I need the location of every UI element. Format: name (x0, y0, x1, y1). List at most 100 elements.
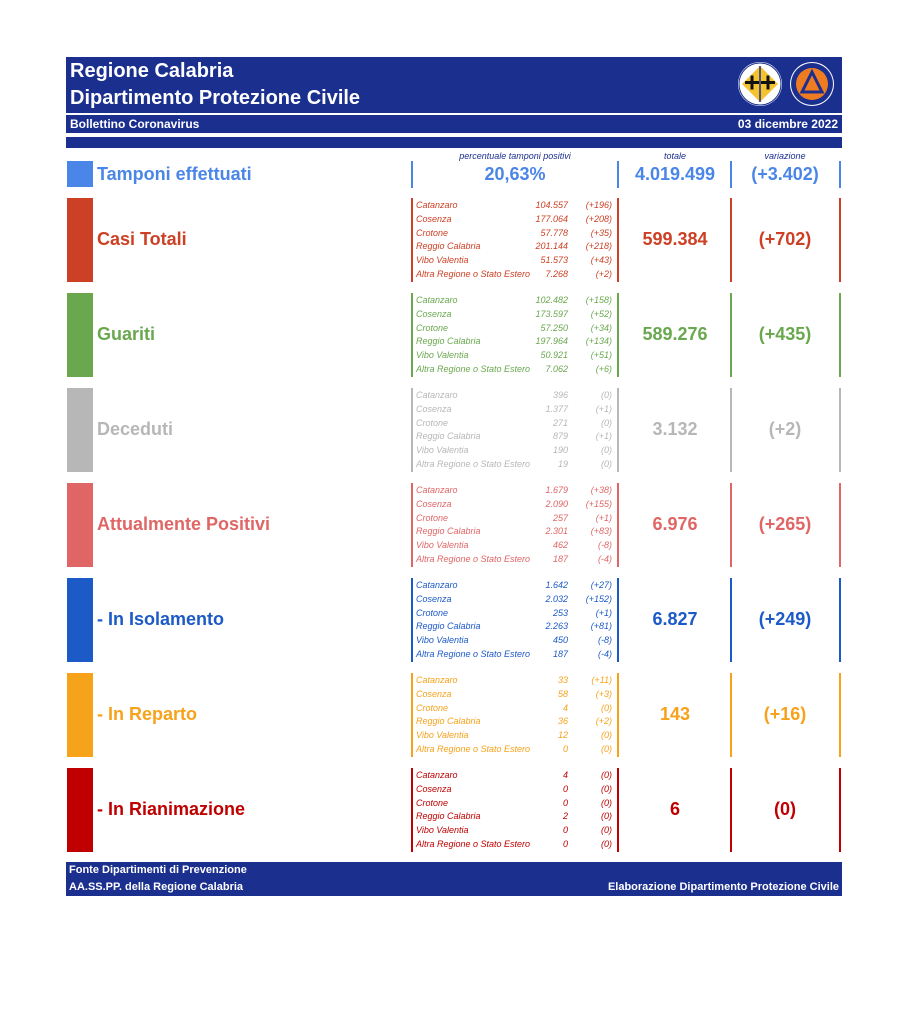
table-row: Reggio Calabria 2.301 (+83) (416, 525, 616, 539)
section-label: - In Rianimazione (97, 799, 246, 819)
section-color-marker (67, 768, 93, 852)
footer-source-line2: AA.SS.PP. della Regione Calabria (69, 881, 244, 893)
province-value: 36 (557, 716, 568, 727)
province-value: 1.679 (545, 485, 568, 495)
table-row: Catanzaro 1.679 (+38) (416, 484, 616, 498)
province-name: Catanzaro (416, 770, 458, 780)
footer-source-line1: Fonte Dipartimenti di Prevenzione (69, 864, 247, 876)
province-table: Catanzaro 102.482 (+158) Cosenza 173.597 (+52… (416, 294, 616, 377)
province-name: Vibo Valentia (416, 730, 469, 741)
table-row: Vibo Valentia 50.921 (+51) (416, 349, 616, 363)
divider-line (839, 768, 841, 852)
province-delta: (+2) (595, 268, 612, 279)
province-value: 0 (562, 825, 568, 836)
province-name: Altra Regione o Stato Estero (416, 268, 531, 279)
table-row: Reggio Calabria 2.263 (+81) (416, 620, 616, 634)
section-variation: (+435) (758, 324, 812, 344)
province-value: 2 (562, 811, 568, 822)
province-value: 173.597 (535, 308, 568, 319)
section-label: Deceduti (97, 419, 174, 439)
province-value: 201.144 (535, 241, 568, 252)
province-delta: (+155) (585, 498, 612, 509)
divider-line (411, 768, 413, 852)
province-value: 187 (552, 648, 568, 659)
divider-line (411, 198, 413, 282)
tamponi-total: 4.019.499 (634, 164, 716, 184)
province-delta: (+1) (595, 403, 612, 414)
table-row: Catanzaro 33 (+11) (416, 674, 616, 688)
divider-line (411, 673, 413, 757)
province-value: 190 (552, 445, 568, 456)
province-delta: (+81) (590, 621, 612, 632)
province-value: 257 (552, 512, 568, 523)
divider-line (839, 578, 841, 662)
divider-line (617, 293, 619, 377)
column-header-total: totale (663, 151, 687, 161)
province-delta: (-8) (598, 635, 612, 646)
province-delta: (0) (601, 838, 612, 849)
province-name: Reggio Calabria (416, 621, 481, 632)
table-row: Catanzaro 1.642 (+27) (416, 579, 616, 593)
section-label: Guariti (97, 324, 156, 344)
province-delta: (+27) (590, 580, 612, 590)
province-name: Reggio Calabria (416, 241, 481, 252)
divider-line (411, 483, 413, 567)
province-delta: (0) (601, 797, 612, 808)
table-row: Crotone 57.250 (+34) (416, 322, 616, 336)
table-row: Reggio Calabria 879 (+1) (416, 430, 616, 444)
province-name: Altra Regione o Stato Estero (416, 458, 531, 469)
table-row: Crotone 257 (+1) (416, 512, 616, 526)
province-name: Catanzaro (416, 580, 458, 590)
divider-line (839, 483, 841, 567)
tamponi-variation: (+3.402) (751, 164, 819, 184)
province-value: 879 (552, 431, 568, 442)
table-row: Cosenza 0 (0) (416, 783, 616, 797)
province-delta: (-4) (598, 648, 612, 659)
section-total: 6.827 (652, 609, 698, 629)
province-value: 2.090 (545, 498, 568, 509)
province-name: Cosenza (416, 688, 452, 699)
section-color-marker (67, 388, 93, 472)
province-value: 7.268 (545, 268, 568, 279)
table-row: Cosenza 2.090 (+155) (416, 498, 616, 512)
province-delta: (+51) (590, 350, 612, 361)
header-bottom-bar (66, 137, 842, 148)
column-header-percentage: percentuale tamponi positivi (459, 151, 571, 161)
province-value: 0 (562, 743, 568, 754)
table-row: Vibo Valentia 190 (0) (416, 444, 616, 458)
province-delta: (+1) (595, 431, 612, 442)
divider-line (730, 483, 732, 567)
header-divider (66, 113, 842, 115)
province-name: Reggio Calabria (416, 716, 481, 727)
table-row: Reggio Calabria 201.144 (+218) (416, 240, 616, 254)
divider-line (730, 161, 732, 188)
section-total: 3.132 (652, 419, 698, 439)
province-value: 0 (562, 783, 568, 794)
table-row: Vibo Valentia 51.573 (+43) (416, 254, 616, 268)
province-name: Crotone (416, 227, 449, 238)
province-value: 1.377 (545, 403, 568, 414)
province-delta: (+38) (590, 485, 612, 495)
province-name: Vibo Valentia (416, 445, 469, 456)
province-name: Crotone (416, 322, 449, 333)
table-row: Vibo Valentia 462 (-8) (416, 539, 616, 553)
table-row: Crotone 253 (+1) (416, 607, 616, 621)
section-label: - In Reparto (97, 704, 198, 724)
table-row: Altra Regione o Stato Estero 0 (0) (416, 743, 616, 757)
province-name: Altra Regione o Stato Estero (416, 838, 531, 849)
section-color-marker (67, 673, 93, 757)
province-name: Cosenza (416, 783, 452, 794)
section-variation: (0) (774, 799, 796, 819)
table-row: Crotone 57.778 (+35) (416, 227, 616, 241)
divider-line (411, 388, 413, 472)
table-row: Cosenza 177.064 (+208) (416, 213, 616, 227)
table-row: Altra Regione o Stato Estero 187 (-4) (416, 553, 616, 567)
section-color-marker (67, 578, 93, 662)
protezione-civile-logo-icon (790, 62, 834, 106)
province-delta: (0) (601, 458, 612, 469)
province-name: Vibo Valentia (416, 350, 469, 361)
province-delta: (+218) (585, 241, 612, 252)
province-delta: (+6) (595, 363, 612, 374)
province-name: Vibo Valentia (416, 635, 469, 646)
province-name: Reggio Calabria (416, 336, 481, 347)
